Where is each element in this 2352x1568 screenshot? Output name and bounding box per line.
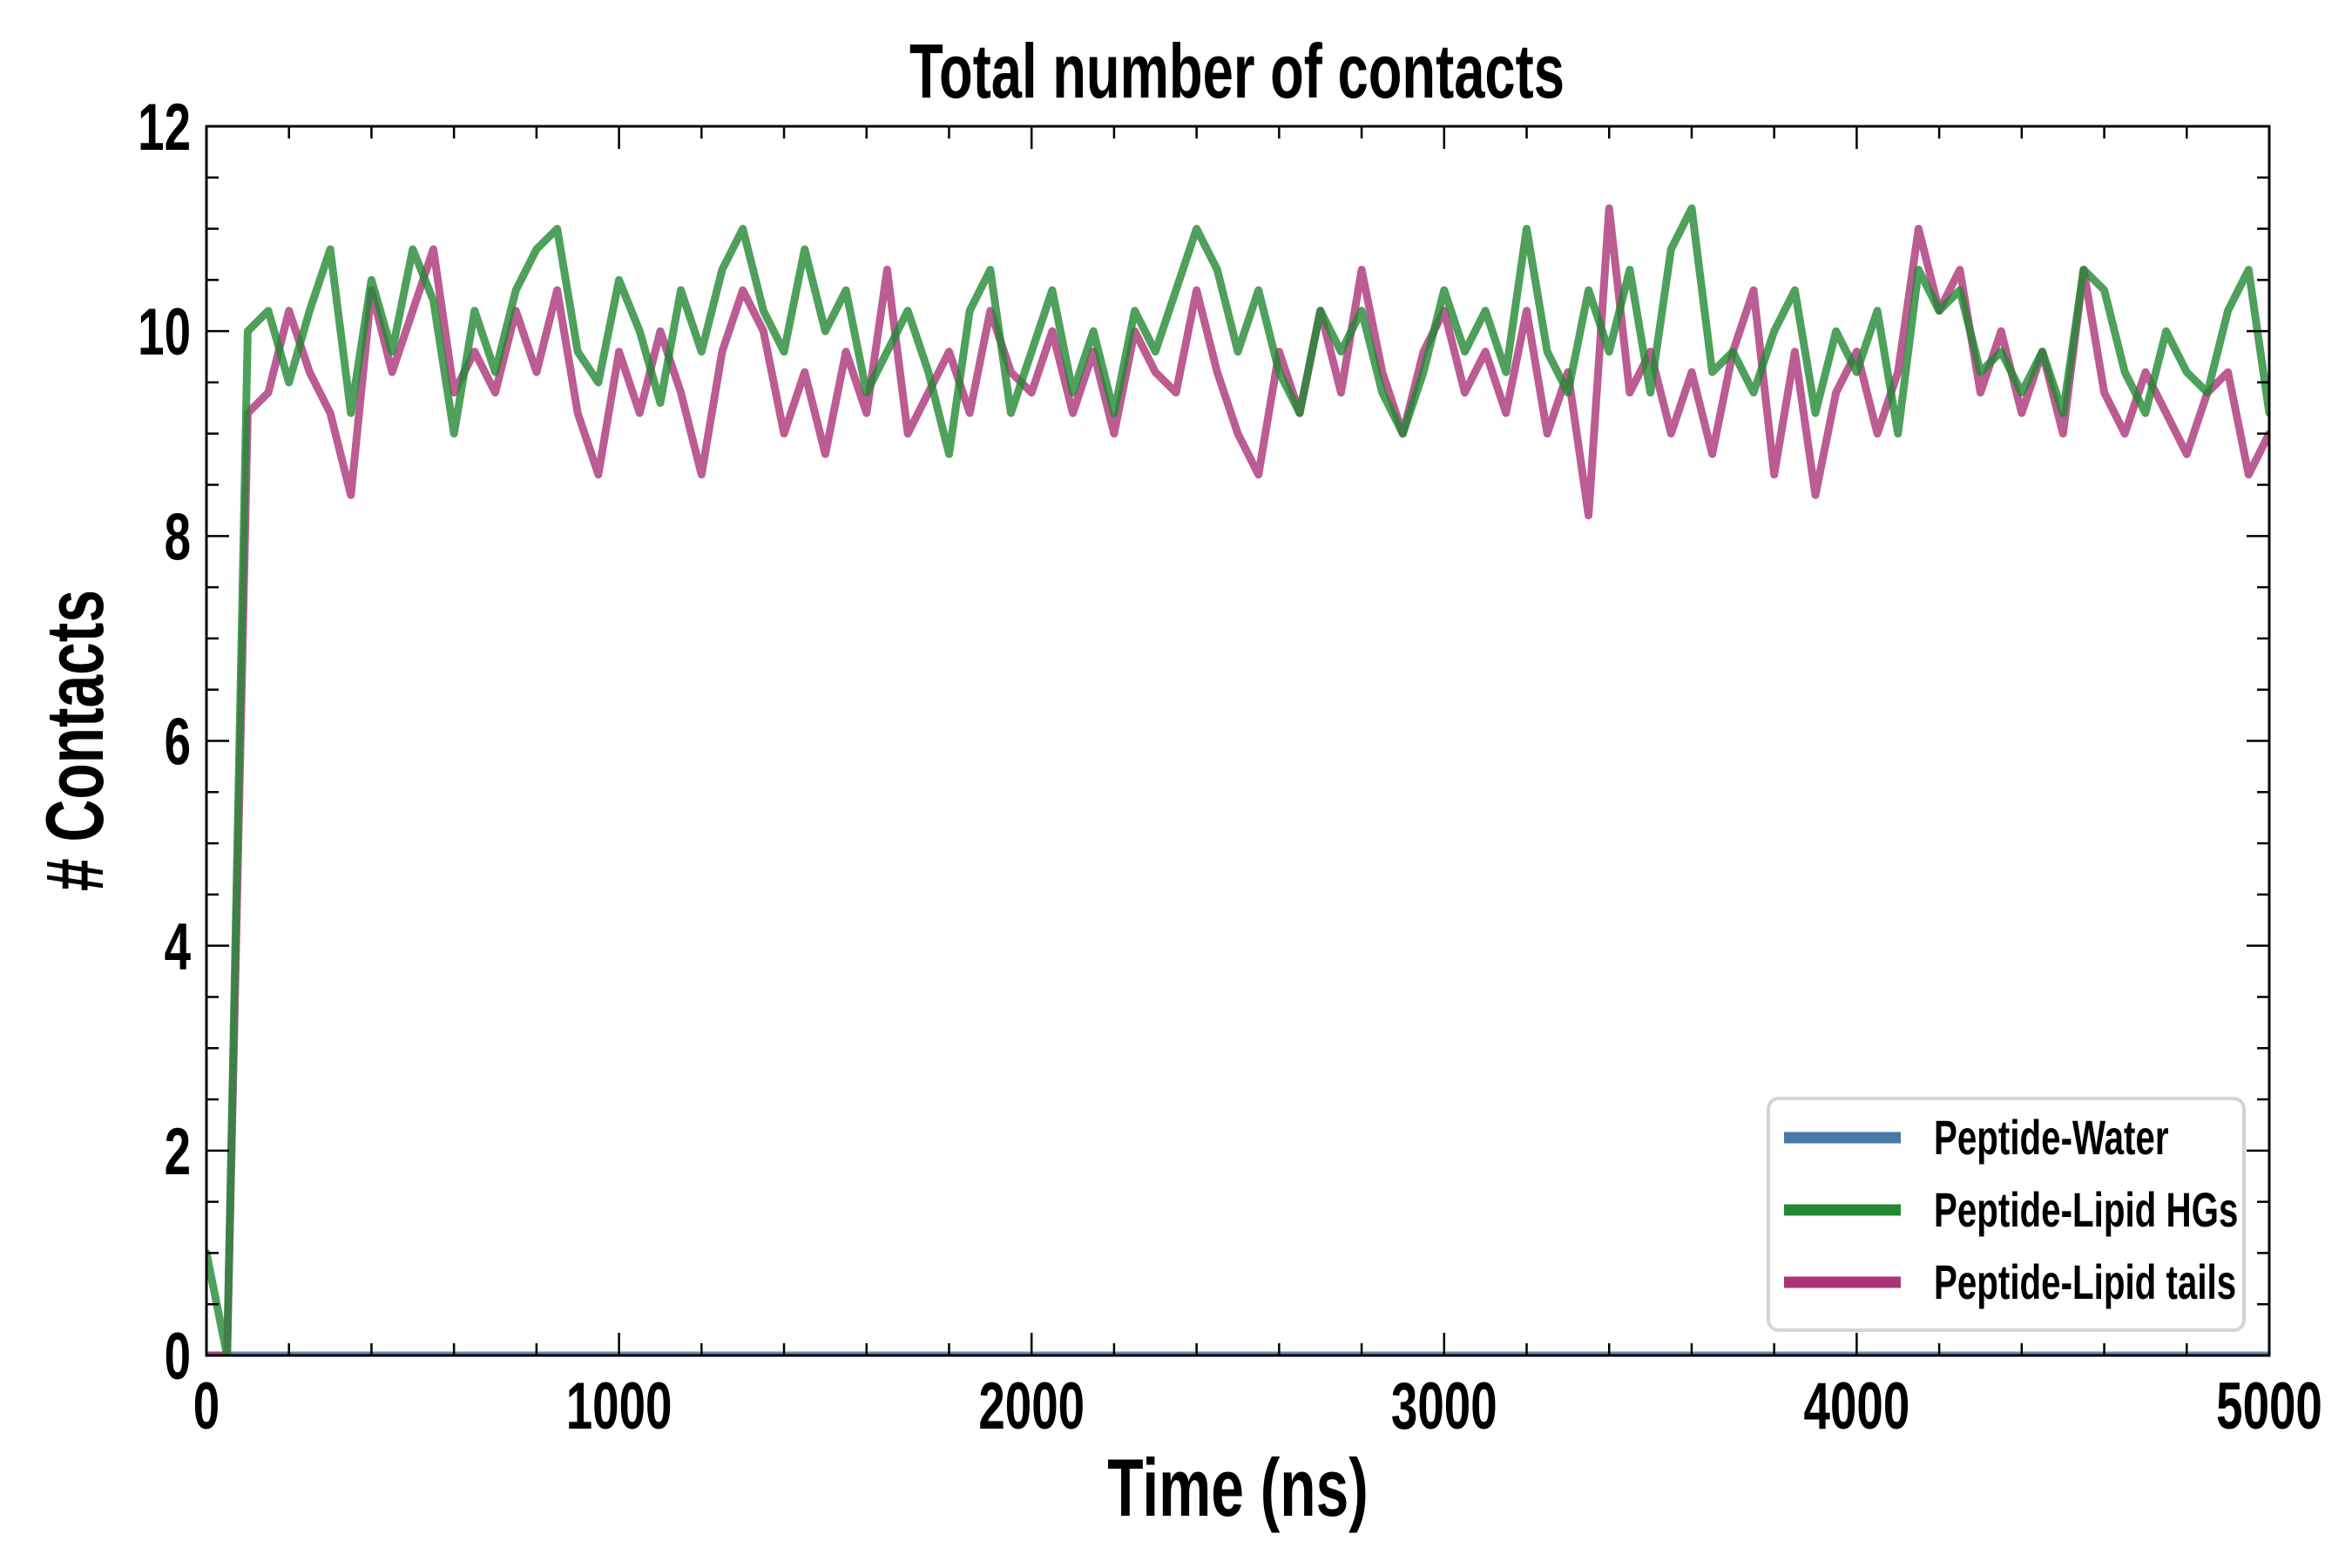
y-tick-label: 6 [165, 706, 191, 780]
legend-label-group: Peptide-Lipid tails [1934, 1256, 2236, 1310]
y-tick-label-group: 4 [165, 910, 192, 984]
legend-label: Peptide-Lipid HGs [1934, 1184, 2238, 1238]
series-group [206, 204, 2269, 1355]
x-axis-label: Time (ns) [1107, 1443, 1369, 1533]
x-tick-label: 4000 [1804, 1369, 1910, 1443]
x-tick-label-group: 4000 [1804, 1369, 1910, 1443]
y-tick-label-group: 10 [138, 295, 191, 369]
chart-title: Total number of contacts [909, 30, 1565, 115]
y-tick-label: 10 [138, 295, 191, 369]
x-tick-label-group: 1000 [566, 1369, 672, 1443]
y-axis-label: # Contacts [30, 590, 120, 891]
y-tick-label-group: 0 [165, 1320, 191, 1394]
legend-label-group: Peptide-Water [1934, 1112, 2169, 1166]
legend-box [1767, 1097, 2246, 1332]
series-line-peptide-lipid-tails [206, 204, 2269, 1355]
plot-lines [206, 204, 2269, 1355]
x-tick-label: 0 [193, 1369, 220, 1443]
y-tick-label: 8 [165, 501, 191, 575]
x-tick-label-group: 0 [193, 1369, 220, 1443]
legend: Peptide-Water Peptide-Lipid HGs Peptide-Li… [1767, 1097, 2246, 1332]
y-tick-label-group: 6 [165, 706, 191, 780]
y-tick-label: 2 [165, 1115, 191, 1189]
legend-label-group: Peptide-Lipid HGs [1934, 1184, 2238, 1238]
x-tick-label-group: 5000 [2216, 1369, 2322, 1443]
y-tick-label: 4 [165, 910, 192, 984]
x-tick-label: 2000 [978, 1369, 1085, 1443]
y-tick-label-group: 2 [165, 1115, 191, 1189]
axes: 0 1000 2000 3000 4000 5000 0 2 4 6 8 10 12 [138, 91, 2322, 1443]
y-tick-label-group: 12 [138, 91, 191, 165]
x-tick-label: 5000 [2216, 1369, 2322, 1443]
y-tick-label: 12 [138, 91, 191, 165]
series-line-peptide-lipid-hgs [206, 204, 2269, 1355]
legend-label: Peptide-Water [1934, 1112, 2169, 1166]
x-tick-label: 1000 [566, 1369, 672, 1443]
x-tick-label-group: 2000 [978, 1369, 1085, 1443]
y-tick-label: 0 [165, 1320, 191, 1394]
x-tick-label: 3000 [1391, 1369, 1497, 1443]
legend-label: Peptide-Lipid tails [1934, 1256, 2236, 1310]
x-tick-label-group: 3000 [1391, 1369, 1497, 1443]
y-tick-label-group: 8 [165, 501, 191, 575]
